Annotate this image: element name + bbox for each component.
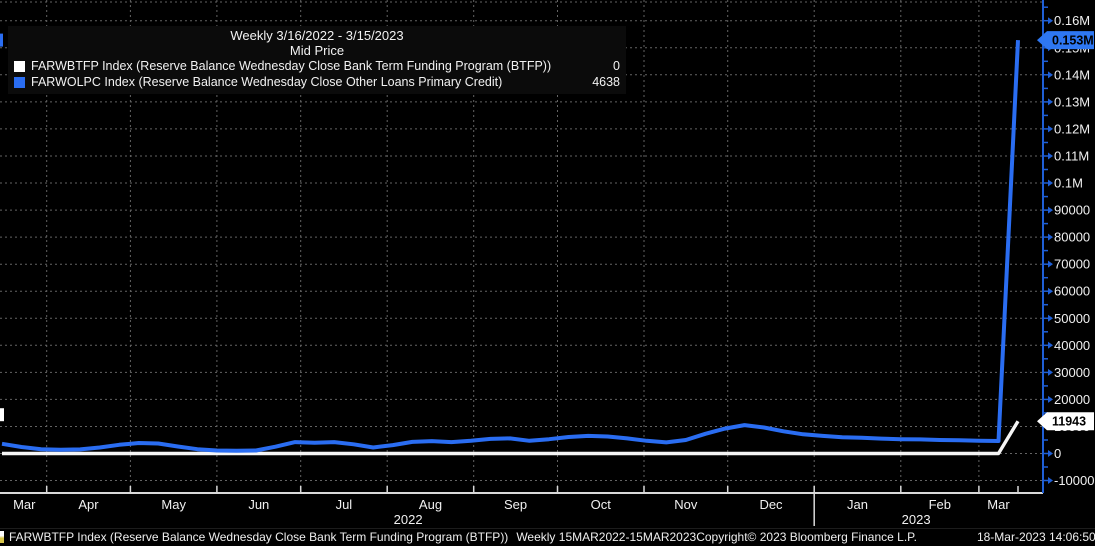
legend-item-label: FARWOLPC Index (Reserve Balance Wednesda… bbox=[31, 75, 503, 89]
last-value-badges: 0.153M 11943 bbox=[1037, 31, 1094, 431]
svg-text:60000: 60000 bbox=[1054, 284, 1090, 299]
farwolpc-line bbox=[1, 40, 1020, 453]
svg-text:Feb: Feb bbox=[929, 497, 951, 512]
price-chart-area[interactable]: Mar Apr May Jun Jul Aug Sep Oct Nov Dec Jan Feb Mar 2… bbox=[0, 0, 1095, 528]
svg-text:Mar: Mar bbox=[13, 497, 36, 512]
svg-text:0.11M: 0.11M bbox=[1054, 149, 1089, 164]
status-range-text: Weekly 15MAR2022-15MAR2023 bbox=[516, 529, 697, 544]
year-label-2022: 2022 bbox=[394, 512, 423, 527]
x-axis bbox=[0, 486, 1043, 526]
svg-text:Apr: Apr bbox=[78, 497, 99, 512]
status-marker-icon bbox=[0, 531, 4, 543]
svg-text:30000: 30000 bbox=[1054, 365, 1090, 380]
svg-text:May: May bbox=[161, 497, 186, 512]
svg-text:Sep: Sep bbox=[504, 497, 527, 512]
svg-text:70000: 70000 bbox=[1054, 257, 1090, 272]
svg-text:90000: 90000 bbox=[1054, 203, 1090, 218]
last-value-badge bbox=[1037, 31, 1094, 50]
price-chart-canvas[interactable]: Mar Apr May Jun Jul Aug Sep Oct Nov Dec Jan Feb Mar 2… bbox=[0, 0, 1095, 528]
status-bar: FARWBTFP Index (Reserve Balance Wednesda… bbox=[0, 528, 1095, 545]
svg-text:40000: 40000 bbox=[1054, 338, 1090, 353]
svg-text:0: 0 bbox=[1054, 446, 1061, 461]
white-series-swatch-icon bbox=[14, 60, 25, 72]
svg-text:Aug: Aug bbox=[419, 497, 442, 512]
legend-item-farwolpc[interactable]: FARWOLPC Index (Reserve Balance Wednesda… bbox=[14, 74, 620, 90]
svg-text:Mar: Mar bbox=[987, 497, 1010, 512]
chart-legend: Weekly 3/16/2022 - 3/15/2023 Mid Price F… bbox=[8, 26, 626, 94]
svg-text:Dec: Dec bbox=[759, 497, 783, 512]
year-label-2023: 2023 bbox=[902, 512, 931, 527]
svg-text:0.13M: 0.13M bbox=[1054, 94, 1090, 109]
x-axis-month-labels: Mar Apr May Jun Jul Aug Sep Oct Nov Dec Jan Feb Mar 2… bbox=[13, 497, 1010, 527]
legend-item-value: 4638 bbox=[592, 75, 620, 89]
svg-text:Jul: Jul bbox=[336, 497, 353, 512]
blue-series-swatch-icon bbox=[14, 76, 25, 88]
svg-text:-10000: -10000 bbox=[1054, 473, 1094, 488]
svg-text:0.14M: 0.14M bbox=[1054, 67, 1090, 82]
svg-text:Oct: Oct bbox=[591, 497, 612, 512]
svg-text:0.1M: 0.1M bbox=[1054, 176, 1083, 191]
status-copyright-text: Copyright© 2023 Bloomberg Finance L.P. bbox=[696, 529, 917, 544]
svg-text:Jun: Jun bbox=[248, 497, 269, 512]
left-edge-markers bbox=[0, 33, 4, 422]
svg-text:0.12M: 0.12M bbox=[1054, 121, 1090, 136]
svg-text:50000: 50000 bbox=[1054, 311, 1090, 326]
legend-item-value: 0 bbox=[613, 59, 620, 73]
svg-text:Nov: Nov bbox=[674, 497, 698, 512]
chart-title: Weekly 3/16/2022 - 3/15/2023 bbox=[230, 28, 404, 43]
legend-item-farwbtfp[interactable]: FARWBTFP Index (Reserve Balance Wednesda… bbox=[14, 58, 620, 74]
svg-text:11943: 11943 bbox=[1052, 415, 1086, 429]
svg-text:0.153M: 0.153M bbox=[1052, 34, 1094, 48]
y-axis: 0.16M0.15M0.14M0.13M0.12M0.11M0.1M900008… bbox=[1042, 0, 1094, 493]
status-datetime-text: 18-Mar-2023 14:06:50 bbox=[976, 529, 1095, 544]
last-value-badge bbox=[1037, 412, 1094, 431]
svg-text:80000: 80000 bbox=[1054, 230, 1090, 245]
chart-subtitle: Mid Price bbox=[289, 43, 345, 58]
status-ticker-text: FARWBTFP Index (Reserve Balance Wednesda… bbox=[9, 529, 509, 544]
svg-text:0.16M: 0.16M bbox=[1054, 13, 1090, 28]
svg-text:Jan: Jan bbox=[847, 497, 868, 512]
legend-item-label: FARWBTFP Index (Reserve Balance Wednesda… bbox=[31, 59, 552, 73]
svg-text:20000: 20000 bbox=[1054, 392, 1090, 407]
farwbtfp-line bbox=[2, 420, 1020, 456]
vertical-gridlines bbox=[46, 0, 980, 493]
